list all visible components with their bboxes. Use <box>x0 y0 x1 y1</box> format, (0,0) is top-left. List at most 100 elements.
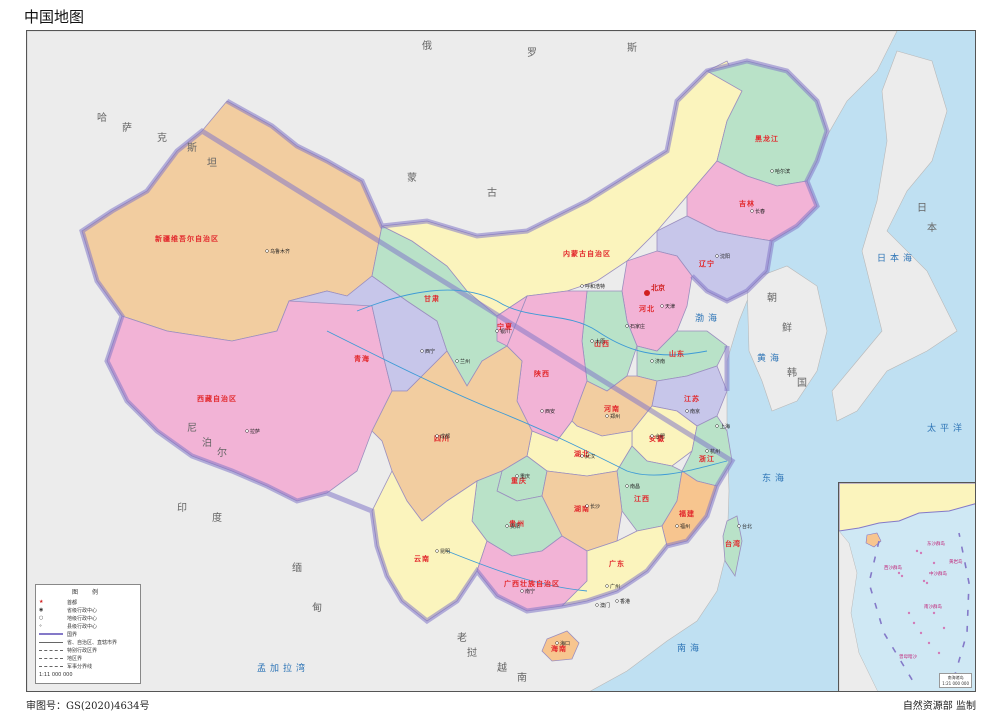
neighbor-label: 度 <box>212 511 222 524</box>
city-marker[interactable] <box>615 599 619 603</box>
rivers <box>326 289 728 592</box>
city-marker[interactable] <box>520 589 524 593</box>
city-marker[interactable] <box>705 449 709 453</box>
province-label: 陕西 <box>534 369 550 378</box>
foreign-land-japan <box>831 50 958 422</box>
legend-line-icon <box>39 633 63 635</box>
city-marker[interactable] <box>495 329 499 333</box>
legend-symbol <box>39 657 67 659</box>
legend-item: ∘ 县级行政中心 <box>39 622 137 630</box>
legend-symbol <box>39 665 67 667</box>
province-label: 海南 <box>551 644 567 653</box>
city-marker[interactable] <box>715 424 719 428</box>
neighbor-label: 缅 <box>292 561 302 574</box>
city-marker[interactable] <box>590 339 594 343</box>
neighbor-label: 本 <box>927 221 937 234</box>
city-label: 石家庄 <box>630 323 645 330</box>
city-label: 乌鲁木齐 <box>270 248 290 255</box>
city-marker[interactable] <box>715 254 719 258</box>
legend-line-icon <box>39 641 63 643</box>
province-taiwan[interactable] <box>722 515 743 578</box>
city-label: 西安 <box>545 408 555 415</box>
province-label: 山西 <box>594 339 610 348</box>
island-marker <box>942 626 946 630</box>
city-marker[interactable] <box>660 304 664 308</box>
china-map[interactable]: 俄罗 斯蒙古哈萨克斯坦印度缅甸老挝越南朝鲜韩国日本尼泊尔新疆维吾尔自治区西藏自治区… <box>27 31 976 692</box>
city-marker[interactable] <box>580 454 584 458</box>
city-label: 上海 <box>720 423 730 430</box>
neighbor-label: 越 <box>497 661 507 674</box>
city-marker[interactable] <box>585 504 589 508</box>
inset-island-label: 东沙群岛 <box>927 540 945 547</box>
legend: 图 例 ★ 首都 ◉ 省级行政中心 ○ 地级行政中心 ∘ 县级行政中心 国界 省、自治区、直辖市界… <box>35 584 141 684</box>
legend-item: 军事分界线 <box>39 662 137 670</box>
city-marker[interactable] <box>505 524 509 528</box>
neighbor-label: 克 <box>157 132 167 144</box>
inset-mainland <box>839 483 975 532</box>
legend-symbol <box>39 633 67 635</box>
nine-dash-line <box>868 532 970 684</box>
legend-item-label: 特别行政区界 <box>67 647 98 654</box>
legend-point-icon: ∘ <box>39 623 43 629</box>
island-marker <box>922 579 926 583</box>
map-frame[interactable]: 俄罗斯蒙古哈萨克斯坦印度缅甸老挝越南朝鲜韩国日本尼泊尔新疆维吾尔自治区 西藏自治区… <box>26 30 976 692</box>
legend-point-icon: ◉ <box>39 607 44 613</box>
city-marker[interactable] <box>455 359 459 363</box>
city-label: 武汉 <box>585 453 595 460</box>
province-label: 西藏自治区 <box>197 394 237 403</box>
neighbor-label: 印 <box>177 502 187 514</box>
neighbor-label: 罗 <box>527 47 537 59</box>
legend-point-icon: ○ <box>39 615 44 621</box>
city-marker[interactable] <box>675 524 679 528</box>
city-marker[interactable] <box>540 409 544 413</box>
city-marker[interactable] <box>245 429 249 433</box>
city-marker[interactable] <box>555 641 559 645</box>
neighbor-label: 泊 <box>202 437 212 449</box>
island-marker <box>932 561 936 565</box>
city-label: 澳门 <box>600 602 610 609</box>
inset-foreign-land <box>839 530 878 691</box>
city-marker[interactable] <box>770 169 774 173</box>
city-label: 兰州 <box>460 358 470 365</box>
city-marker[interactable] <box>737 524 741 528</box>
province-label: 广西壮族自治区 <box>504 579 560 588</box>
city-marker[interactable] <box>625 324 629 328</box>
inset-island-label: 南沙群岛 <box>924 603 942 610</box>
province-label: 台湾 <box>725 539 741 548</box>
city-marker[interactable] <box>685 409 689 413</box>
neighbor-label: 日 <box>917 203 927 214</box>
yangtze-river <box>326 330 728 476</box>
legend-items: ★ 首都 ◉ 省级行政中心 ○ 地级行政中心 ∘ 县级行政中心 国界 省、自治区、直辖市界 特别行政… <box>39 598 137 670</box>
city-marker[interactable] <box>605 414 609 418</box>
city-marker[interactable] <box>750 209 754 213</box>
island-marker <box>907 611 911 615</box>
city-marker[interactable] <box>435 549 439 553</box>
city-marker[interactable] <box>605 584 609 588</box>
capital-marker[interactable] <box>644 290 650 296</box>
neighbor-label: 国 <box>797 377 807 389</box>
neighbor-label: 鲜 <box>782 321 792 334</box>
province-hainan[interactable] <box>541 630 580 662</box>
labels-layer: 俄罗 斯蒙古哈萨克斯坦印度缅甸老挝越南朝鲜韩国日本尼泊尔新疆维吾尔自治区西藏自治区… <box>97 40 962 684</box>
province-label: 重庆 <box>511 476 527 485</box>
province-label: 云南 <box>414 554 430 563</box>
city-label: 香港 <box>620 598 630 605</box>
city-marker[interactable] <box>580 284 584 288</box>
capital-label: 北京 <box>651 283 665 292</box>
province-label: 内蒙古自治区 <box>563 249 611 258</box>
city-marker[interactable] <box>650 359 654 363</box>
city-label: 昆明 <box>440 549 450 555</box>
legend-item-label: 县级行政中心 <box>67 623 98 630</box>
city-marker[interactable] <box>595 603 599 607</box>
province-label: 江苏 <box>684 394 700 403</box>
city-marker[interactable] <box>265 249 269 253</box>
city-marker[interactable] <box>515 474 519 478</box>
city-label: 杭州 <box>710 448 720 455</box>
city-marker[interactable] <box>420 349 424 353</box>
legend-item-label: 地区界 <box>67 655 83 662</box>
neighbor-label: 古 <box>487 186 497 199</box>
city-marker[interactable] <box>435 434 439 438</box>
city-marker[interactable] <box>625 484 629 488</box>
city-marker[interactable] <box>650 434 654 438</box>
south-china-sea-inset[interactable]: 东沙群岛 西沙群岛 中沙群岛 南沙群岛 黄岩岛 曾母暗沙 南海诸岛 1:21 000 00… <box>838 482 975 691</box>
